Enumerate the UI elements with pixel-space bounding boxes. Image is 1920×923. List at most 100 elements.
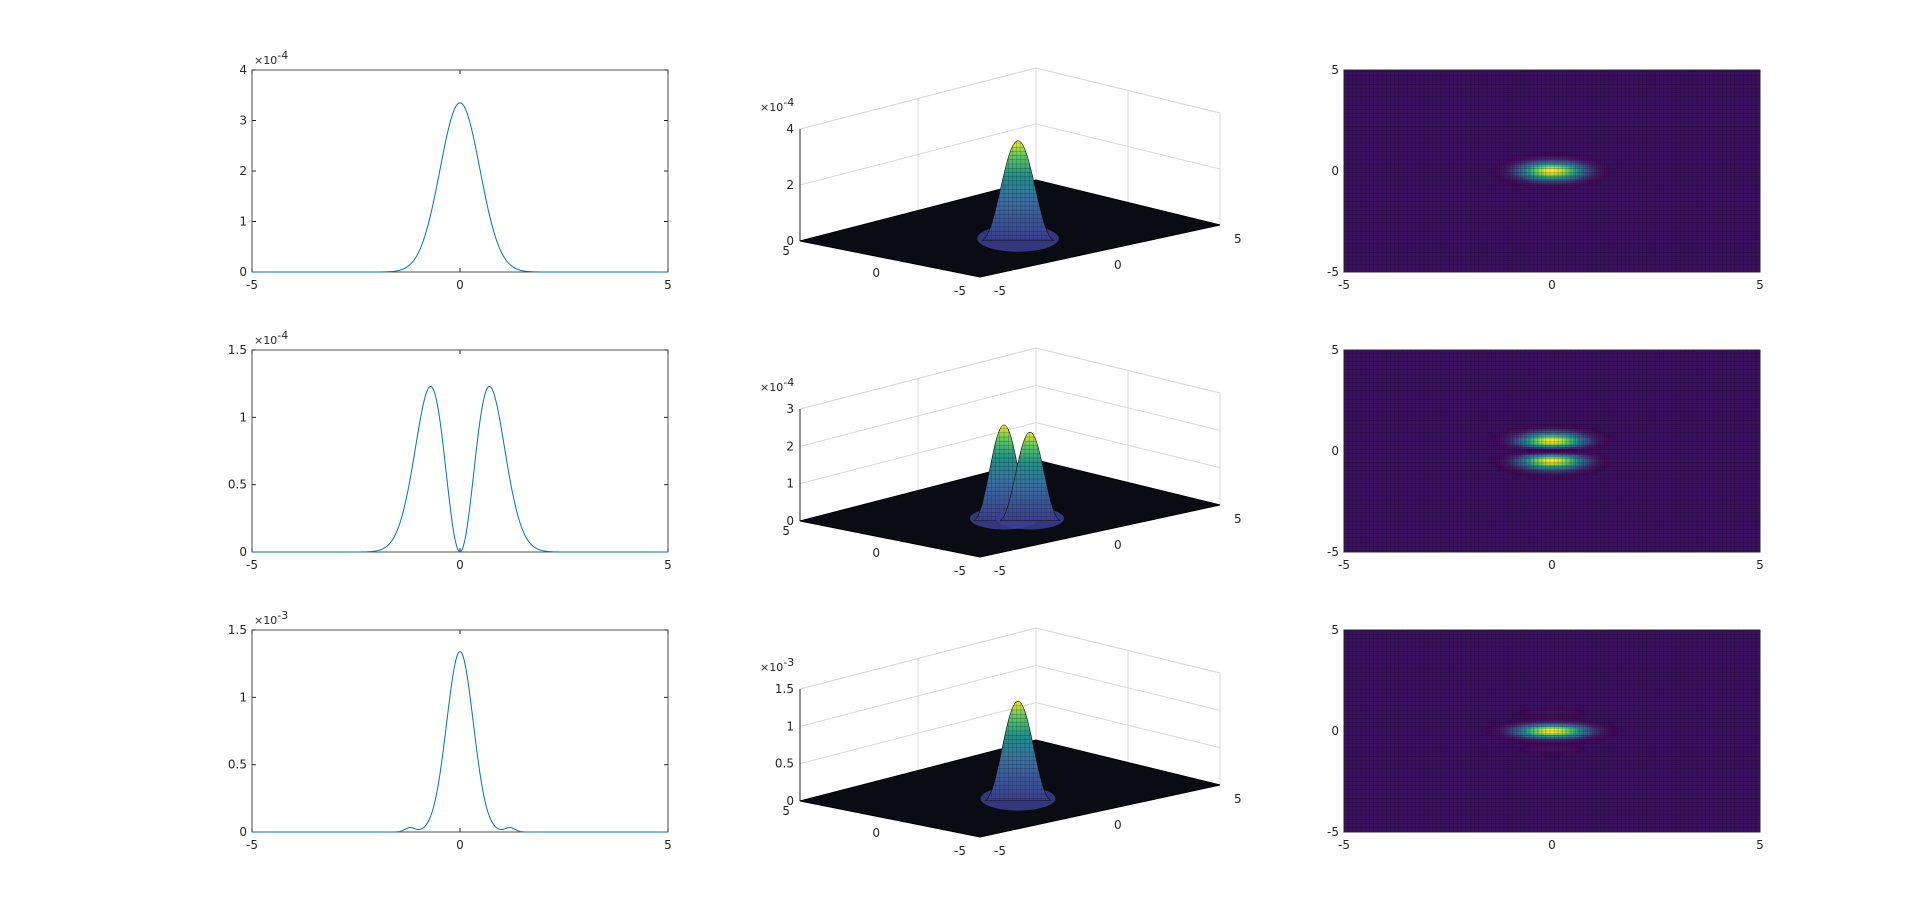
y-tick-label: 1 xyxy=(239,410,247,424)
y-tick-label: 2 xyxy=(239,164,247,178)
z-tick-label: 2 xyxy=(786,178,794,192)
x-tick-label: 0 xyxy=(1114,818,1122,832)
x-tick-label: 5 xyxy=(1234,792,1242,806)
y-tick-label: 5 xyxy=(782,804,790,818)
multiplier-base: ×10 xyxy=(760,661,783,674)
y-tick-label: 0.5 xyxy=(228,758,247,772)
multiplier-exponent: -4 xyxy=(783,376,794,389)
x-tick-label: -5 xyxy=(1338,278,1350,292)
x-tick-label: 5 xyxy=(1756,558,1764,572)
z-tick-label: 1 xyxy=(786,477,794,491)
axis-multiplier: ×10-4 xyxy=(760,96,794,114)
z-tick-label: 3 xyxy=(786,402,794,416)
x-tick-label: 0 xyxy=(1548,838,1556,852)
subplot-surface-row3: 00.511.5×10-350-5 -505 xyxy=(760,627,1242,858)
multiplier-base: ×10 xyxy=(760,101,783,114)
y-tick-label: 0 xyxy=(872,546,880,560)
x-tick-label: 0 xyxy=(456,838,464,852)
series-line xyxy=(252,102,668,273)
subplot-line-row3: -5 0 500.511.5×10-3 xyxy=(228,609,672,852)
plot-area xyxy=(251,349,669,553)
subplot-heatmap-row1: -5 0 5 -5 0 5 xyxy=(1327,63,1764,292)
axis-multiplier: ×10-4 xyxy=(254,329,288,347)
z-tick-label: 1.5 xyxy=(775,682,794,696)
z-tick-label: 4 xyxy=(786,122,794,136)
plot-frame xyxy=(1343,69,1761,273)
y-tick-label: 5 xyxy=(1331,623,1339,637)
surface-peak-mesh xyxy=(982,140,1054,241)
z-tick-label: 1 xyxy=(786,719,794,733)
x-tick-label: 0 xyxy=(1114,258,1122,272)
plot-area xyxy=(251,69,669,273)
mesh-lines xyxy=(1344,70,1760,272)
x-tick-label: -5 xyxy=(994,284,1006,298)
x-tick-label: -5 xyxy=(246,278,258,292)
subplot-heatmap-row2: -5 0 5 -5 0 5 xyxy=(1327,343,1764,572)
multiplier-base: ×10 xyxy=(254,334,277,347)
y-tick-label: -5 xyxy=(1327,545,1339,559)
multiplier-base: ×10 xyxy=(254,54,277,67)
multiplier-base: ×10 xyxy=(760,381,783,394)
x-tick-label: 5 xyxy=(1756,838,1764,852)
x-tick-label: 5 xyxy=(1234,232,1242,246)
multiplier-exponent: -4 xyxy=(277,329,288,342)
x-tick-label: -5 xyxy=(994,564,1006,578)
y-tick-label: -5 xyxy=(954,564,966,578)
y-tick-label: 5 xyxy=(782,244,790,258)
plot-area xyxy=(251,629,669,833)
x-tick-label: -5 xyxy=(994,844,1006,858)
y-tick-label: 0.5 xyxy=(228,478,247,492)
axis-multiplier: ×10-3 xyxy=(760,656,794,674)
y-tick-label: 0 xyxy=(239,825,247,839)
x-tick-label: -5 xyxy=(1338,838,1350,852)
plot-frame xyxy=(1343,349,1761,553)
series-line xyxy=(252,385,668,553)
y-tick-label: 1 xyxy=(239,690,247,704)
y-tick-label: 0 xyxy=(1331,444,1339,458)
y-tick-label: -5 xyxy=(1327,825,1339,839)
y-tick-label: 1.5 xyxy=(228,623,247,637)
axis-multiplier: ×10-4 xyxy=(254,49,288,67)
y-tick-label: 3 xyxy=(239,114,247,128)
multiplier-exponent: -4 xyxy=(277,49,288,62)
x-tick-label: 0 xyxy=(456,278,464,292)
x-tick-label: -5 xyxy=(1338,558,1350,572)
y-tick-label: 0 xyxy=(872,826,880,840)
series-line xyxy=(252,650,668,833)
multiplier-exponent: -3 xyxy=(277,609,288,622)
y-tick-label: 5 xyxy=(782,524,790,538)
y-tick-label: 0 xyxy=(239,545,247,559)
y-tick-label: 1 xyxy=(239,215,247,229)
y-tick-label: 5 xyxy=(1331,63,1339,77)
y-tick-label: 0 xyxy=(239,265,247,279)
subplot-line-row2: -5 0 500.511.5×10-4 xyxy=(228,329,672,572)
axis-multiplier: ×10-4 xyxy=(760,376,794,394)
x-tick-label: 5 xyxy=(1234,512,1242,526)
mesh-lines xyxy=(1344,630,1760,832)
y-tick-label: 0 xyxy=(1331,724,1339,738)
x-tick-label: 5 xyxy=(664,558,672,572)
y-tick-label: 5 xyxy=(1331,343,1339,357)
surface-peak-mesh xyxy=(985,701,1051,801)
surface-peak-right-mesh xyxy=(1000,432,1060,521)
subplot-heatmap-row3: -5 0 5 -5 0 5 xyxy=(1327,623,1764,852)
y-tick-label: -5 xyxy=(954,284,966,298)
y-tick-label: 4 xyxy=(239,63,247,77)
x-tick-label: 0 xyxy=(1548,558,1556,572)
y-tick-label: -5 xyxy=(1327,265,1339,279)
subplot-surface-row1: 024×10-450-5 -505 xyxy=(760,67,1242,298)
mesh-lines xyxy=(1344,350,1760,552)
x-tick-label: 5 xyxy=(664,838,672,852)
y-tick-label: 0 xyxy=(1331,164,1339,178)
multiplier-base: ×10 xyxy=(254,614,277,627)
z-tick-label: 2 xyxy=(786,439,794,453)
multiplier-exponent: -4 xyxy=(783,96,794,109)
z-tick-label: 0 xyxy=(786,514,794,528)
x-tick-label: 0 xyxy=(1548,278,1556,292)
axis-multiplier: ×10-3 xyxy=(254,609,288,627)
z-tick-label: 0 xyxy=(786,794,794,808)
x-tick-label: -5 xyxy=(246,558,258,572)
